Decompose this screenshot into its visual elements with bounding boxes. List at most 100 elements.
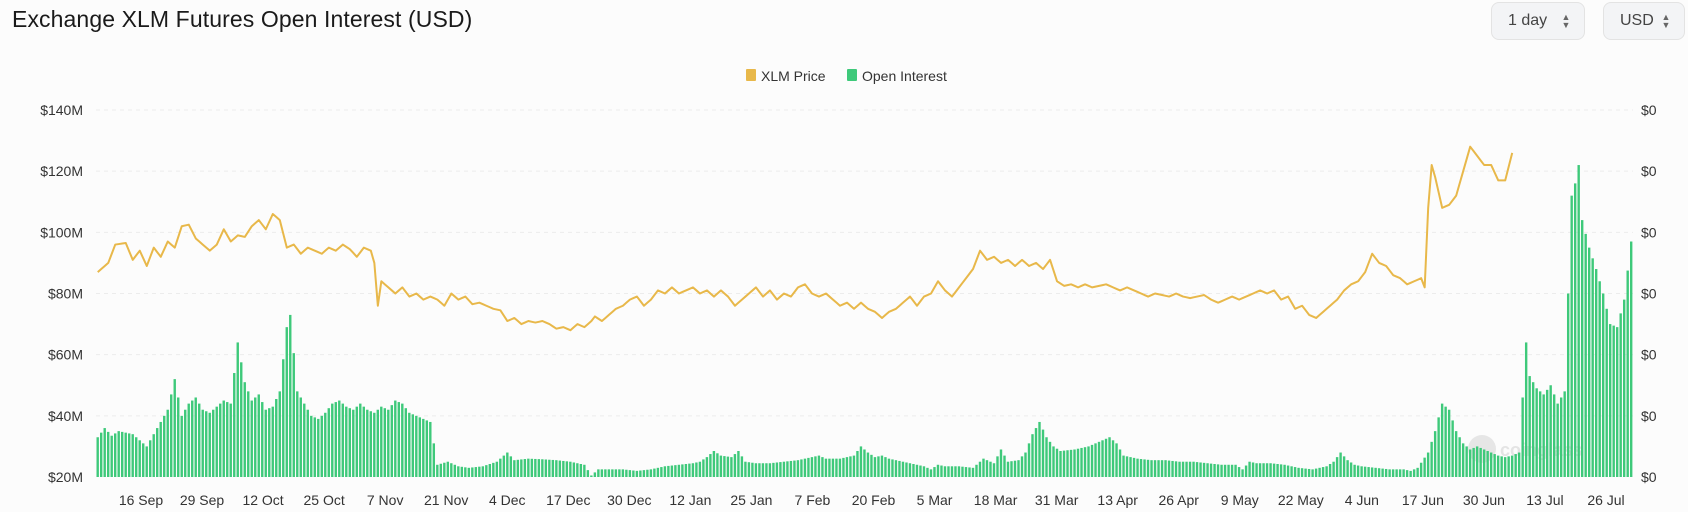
open-interest-bar xyxy=(1598,281,1601,477)
open-interest-bar xyxy=(1349,462,1353,477)
open-interest-bar xyxy=(285,327,288,477)
open-interest-bar xyxy=(1045,437,1048,477)
open-interest-bar xyxy=(184,409,187,477)
open-interest-bar xyxy=(1255,463,1258,477)
open-interest-bar xyxy=(1629,241,1633,477)
y-right-tick-label: $0 xyxy=(1641,347,1657,363)
open-interest-bar xyxy=(604,469,607,477)
open-interest-bar xyxy=(1416,467,1419,477)
open-interest-bar xyxy=(915,464,919,477)
open-interest-bar xyxy=(569,461,572,477)
open-interest-bar xyxy=(443,462,446,477)
open-interest-bar xyxy=(831,458,835,477)
open-interest-bar xyxy=(887,458,891,477)
open-interest-bar xyxy=(663,466,667,477)
legend-item[interactable]: Open Interest xyxy=(862,68,947,84)
open-interest-bar xyxy=(1489,452,1493,477)
open-interest-bar xyxy=(1619,313,1622,477)
open-interest-bar xyxy=(1129,457,1132,477)
open-interest-bar xyxy=(1412,469,1416,477)
open-interest-bar xyxy=(530,458,534,477)
y-left-tick-label: $20M xyxy=(48,469,83,485)
open-interest-bar xyxy=(796,460,800,477)
open-interest-bar xyxy=(1160,460,1164,477)
open-interest-bar xyxy=(1311,469,1314,477)
open-interest-bar xyxy=(597,469,600,477)
open-interest-bar xyxy=(1188,461,1192,477)
open-interest-bar xyxy=(807,457,810,477)
open-interest-bar xyxy=(1363,466,1367,477)
open-interest-bar xyxy=(478,466,481,477)
open-interest-bar xyxy=(1479,447,1482,477)
open-interest-bar xyxy=(593,472,597,477)
open-interest-bar xyxy=(138,440,141,477)
open-interest-bar xyxy=(1472,447,1475,477)
open-interest-bar xyxy=(254,397,257,477)
xlm-price-line xyxy=(97,145,1514,332)
open-interest-bar xyxy=(1451,420,1454,477)
open-interest-bar xyxy=(810,457,814,477)
open-interest-bar xyxy=(821,457,824,477)
open-interest-bar xyxy=(667,465,670,477)
open-interest-bar xyxy=(1241,469,1244,477)
x-tick-label: 29 Sep xyxy=(180,492,225,508)
open-interest-bar xyxy=(824,458,828,477)
open-interest-bar xyxy=(975,464,978,477)
interval-select[interactable]: 1 day ▲ ▼ xyxy=(1491,2,1585,40)
open-interest-bar xyxy=(562,460,565,477)
open-interest-bar xyxy=(1195,462,1199,477)
open-interest-bar xyxy=(1465,446,1468,477)
legend-item[interactable]: XLM Price xyxy=(761,68,826,84)
open-interest-bar xyxy=(450,463,453,477)
open-interest-bar xyxy=(656,467,660,477)
currency-select[interactable]: USD ▲ ▼ xyxy=(1603,2,1685,40)
open-interest-bar xyxy=(772,462,775,477)
open-interest-bar xyxy=(1500,456,1503,477)
open-interest-bar xyxy=(275,399,278,477)
grid-layer xyxy=(96,109,1633,417)
open-interest-bar xyxy=(1377,468,1381,477)
open-interest-bar xyxy=(1342,456,1346,477)
x-tick-label: 5 Mar xyxy=(917,492,953,508)
open-interest-bar xyxy=(940,465,943,477)
open-interest-bar xyxy=(187,403,190,477)
open-interest-bar xyxy=(338,400,341,477)
open-interest-bar xyxy=(1552,394,1556,477)
open-interest-bar xyxy=(96,437,99,477)
open-interest-bar xyxy=(586,470,590,477)
open-interest-bar xyxy=(849,456,852,477)
open-interest-bar xyxy=(775,462,779,477)
open-interest-bar xyxy=(1059,451,1062,477)
open-interest-bar xyxy=(891,459,894,477)
open-interest-bar xyxy=(156,428,159,477)
open-interest-bar xyxy=(565,461,569,477)
open-interest-bar xyxy=(614,469,618,477)
open-interest-bar xyxy=(779,462,782,477)
open-interest-bar xyxy=(1307,468,1311,477)
open-interest-bars xyxy=(96,165,1633,478)
open-interest-bar xyxy=(1216,464,1220,477)
open-interest-bar xyxy=(355,406,358,477)
open-interest-bar xyxy=(793,460,796,477)
open-interest-bar xyxy=(1542,394,1545,477)
y-left-tick-label: $120M xyxy=(40,163,83,179)
open-interest-bar xyxy=(1374,467,1377,477)
y-left-tick-label: $40M xyxy=(48,408,83,424)
open-interest-bar xyxy=(499,458,502,477)
open-interest-bar xyxy=(313,417,316,477)
open-interest-bar xyxy=(1300,468,1304,477)
open-interest-bar xyxy=(1608,324,1612,477)
open-interest-bar xyxy=(131,434,134,477)
open-interest-bar xyxy=(1622,299,1626,477)
open-interest-bar xyxy=(670,465,674,477)
open-interest-bar xyxy=(1101,440,1104,477)
open-interest-bar xyxy=(348,408,351,477)
open-interest-bar xyxy=(1136,458,1139,477)
open-interest-bar xyxy=(488,464,492,477)
open-interest-bar xyxy=(1202,462,1206,477)
open-interest-bar xyxy=(432,443,436,477)
open-interest-bar xyxy=(978,461,982,477)
open-interest-bar xyxy=(303,403,306,477)
legend[interactable]: XLM Price Open Interest xyxy=(746,68,947,84)
